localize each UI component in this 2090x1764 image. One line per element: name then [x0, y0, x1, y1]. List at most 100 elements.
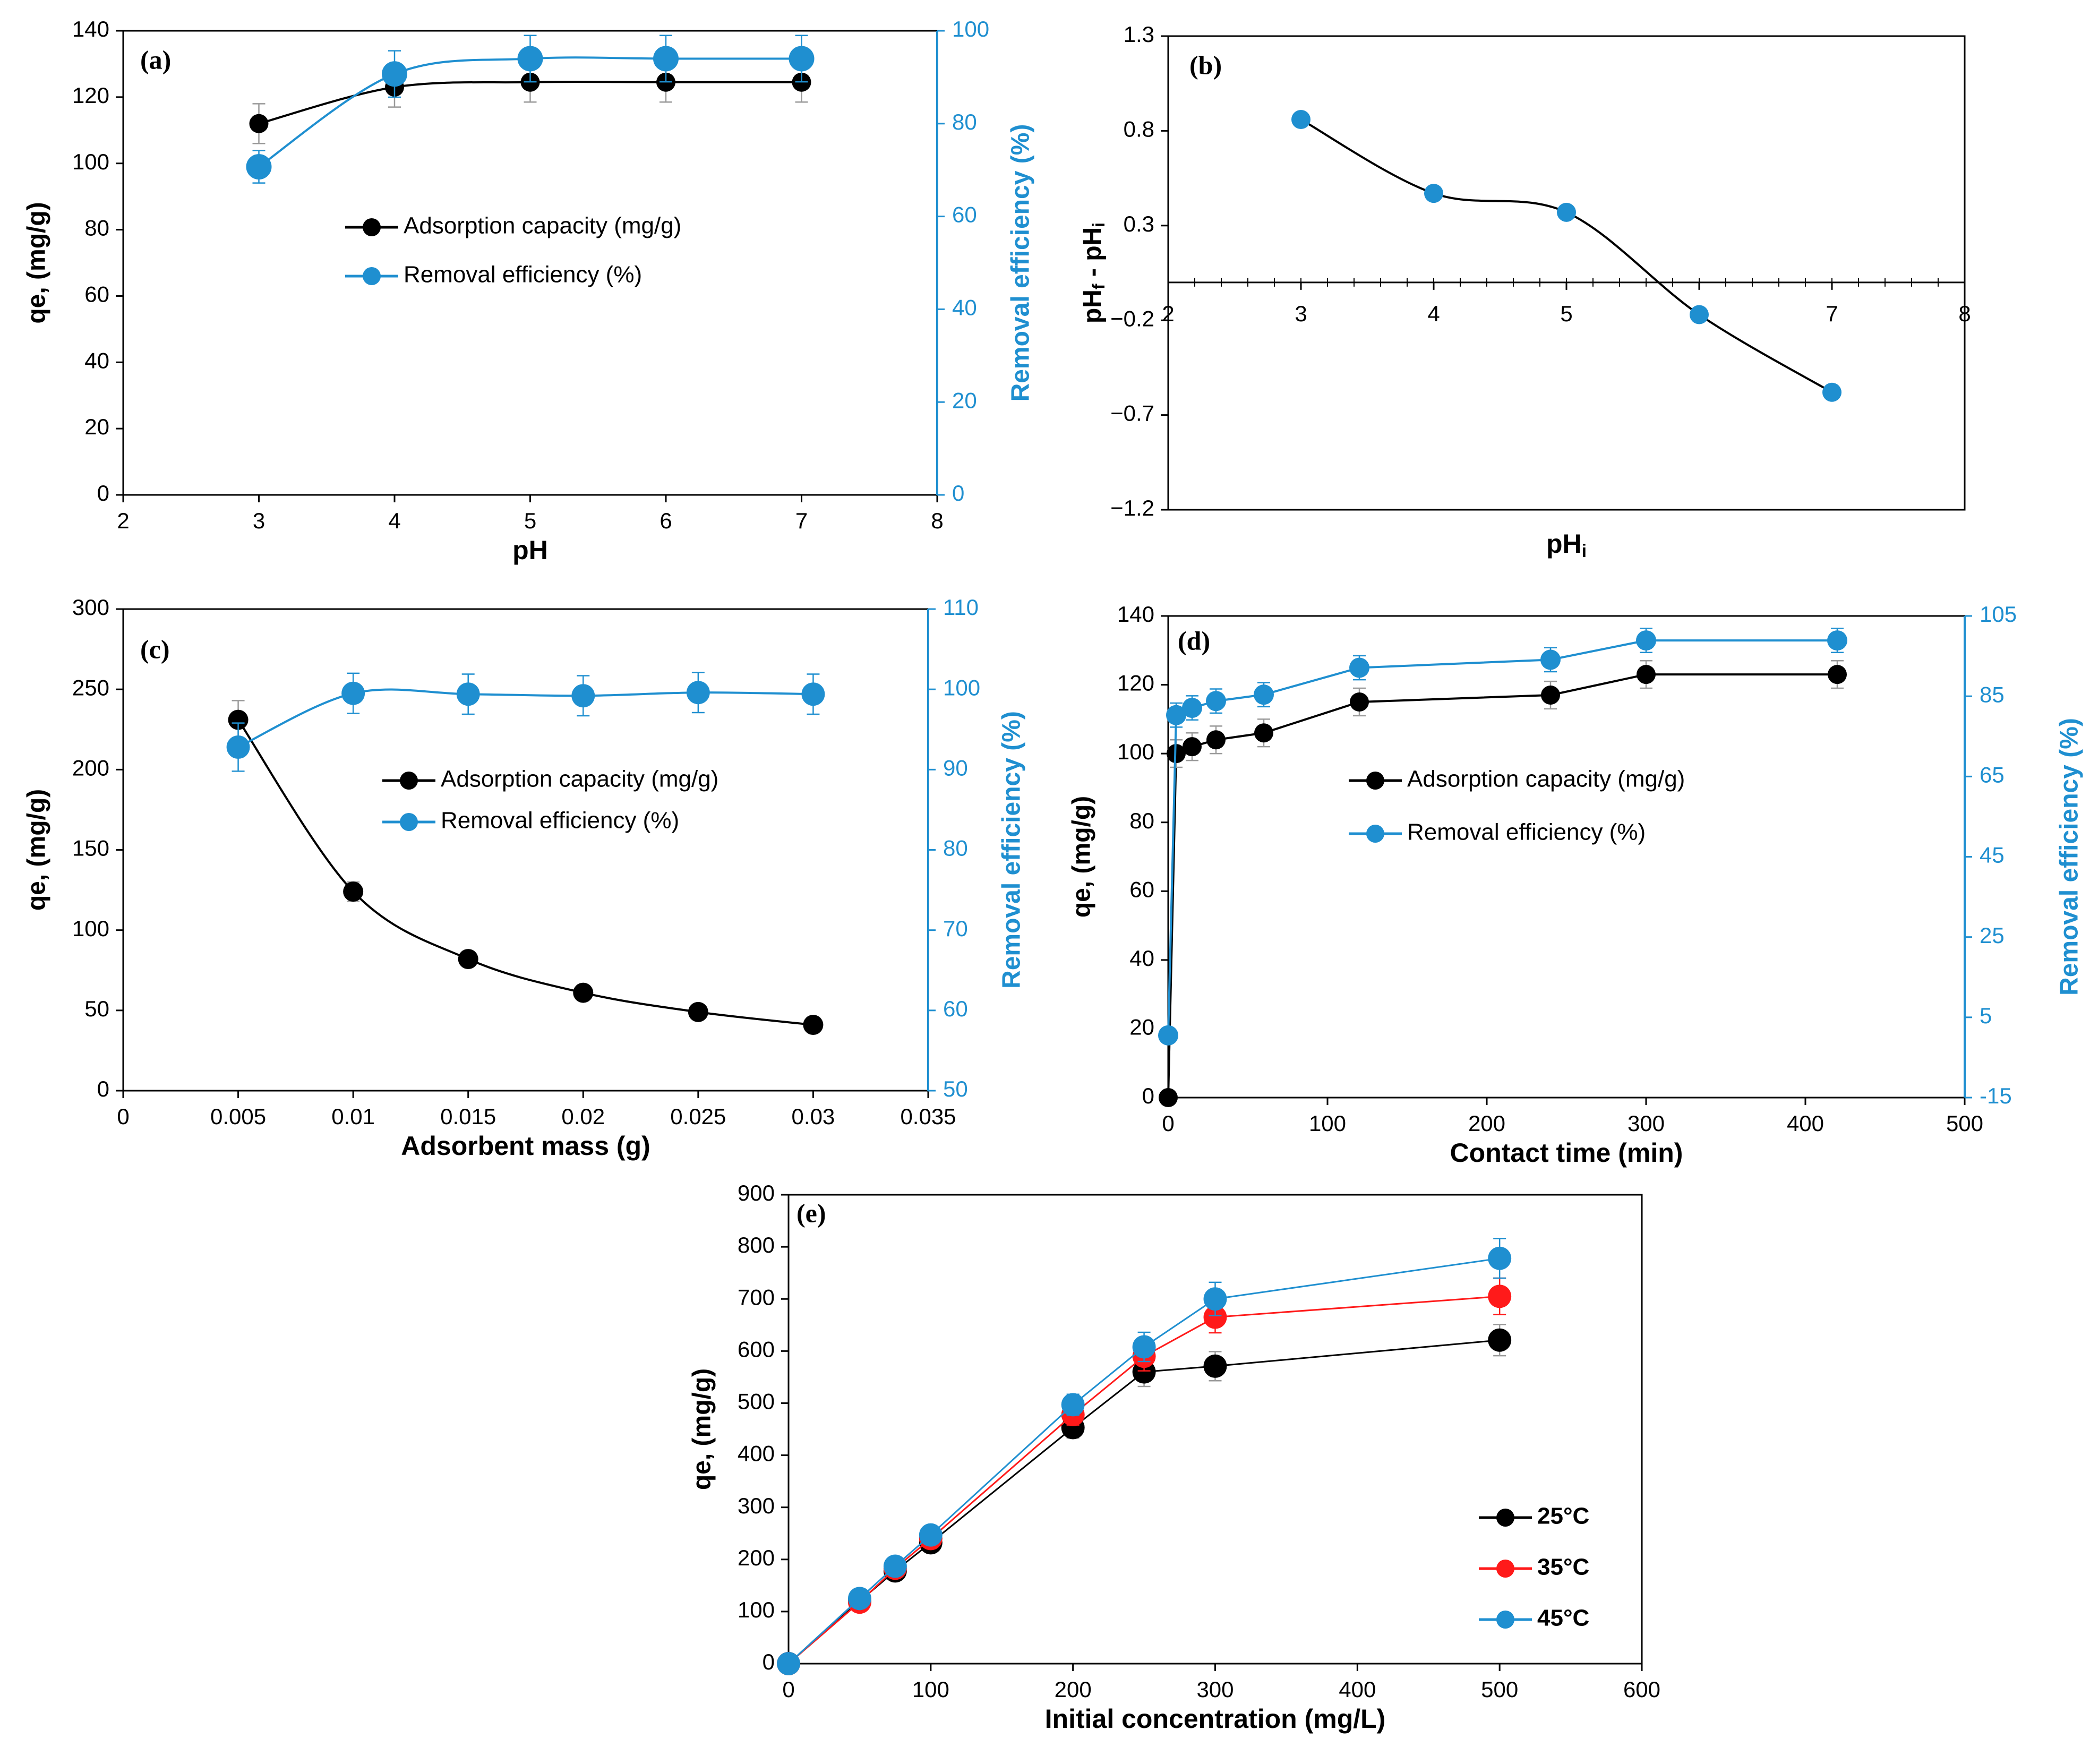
- y-tick-label: 80: [84, 216, 109, 241]
- x-tick-label: 0.005: [210, 1104, 266, 1129]
- series-45-c: [777, 1238, 1512, 1675]
- series-phf-phi: [1291, 109, 1841, 402]
- data-point: [226, 735, 250, 759]
- x-tick-label: 0.035: [900, 1104, 956, 1129]
- y-tick-label: 0.8: [1124, 116, 1154, 141]
- legend-label: 35°C: [1537, 1554, 1589, 1580]
- x-tick-label: 8: [1958, 301, 1971, 326]
- x-axis-label: pH: [512, 535, 548, 565]
- legend-label: 25°C: [1537, 1503, 1589, 1529]
- x-axis-label-main: pH: [1546, 529, 1582, 559]
- y2-tick-label: 110: [943, 595, 979, 620]
- y2-tick-label: 70: [943, 916, 968, 941]
- legend-label: 45°C: [1537, 1605, 1589, 1631]
- y2-axis-label: Removal efficiency (%): [998, 711, 1026, 989]
- x-tick-label: 7: [1826, 301, 1838, 326]
- x-axis-label: Adsorbent mass (g): [401, 1131, 650, 1161]
- panel-label: (a): [140, 45, 171, 74]
- data-point: [1424, 184, 1443, 203]
- chart-c: 0 0.005 0.01 0.015 0.02 0.025 0.03 0.035 0 50 100 1…: [23, 595, 1026, 1161]
- x-tick-label: 0.015: [440, 1104, 496, 1129]
- y2-tick-label: -15: [1980, 1083, 2012, 1108]
- y-tick-label: 900: [738, 1180, 775, 1205]
- x-tick-label: 3: [253, 508, 265, 533]
- panel-label: (d): [1178, 626, 1210, 655]
- legend-label: Adsorption capacity (mg/g): [1407, 766, 1685, 792]
- y-tick-label: 140: [72, 16, 109, 41]
- y-axis-label: qe, (mg/g): [688, 1368, 716, 1490]
- y2-tick-label: 100: [952, 16, 989, 41]
- y2-tick-label: 100: [943, 675, 980, 700]
- data-point: [801, 682, 825, 706]
- y2-tick-label: 80: [952, 109, 977, 134]
- data-point: [382, 61, 407, 87]
- data-point: [1166, 705, 1186, 725]
- data-point: [1203, 1287, 1227, 1311]
- y-tick-label: −0.2: [1110, 306, 1154, 331]
- data-point: [919, 1523, 943, 1547]
- legend-marker: [1496, 1509, 1514, 1527]
- y-tick-label: 0: [763, 1649, 775, 1674]
- x-tick-label: 200: [1055, 1677, 1092, 1702]
- data-point: [517, 46, 543, 72]
- series-removal-efficiency-: [1158, 628, 1847, 1046]
- y-tick-label: 600: [738, 1337, 775, 1361]
- data-point: [1159, 1088, 1178, 1107]
- x-tick-label: 0: [117, 1104, 129, 1129]
- x-tick-label: 600: [1623, 1677, 1660, 1702]
- series-line: [787, 1257, 1500, 1665]
- data-point: [343, 881, 364, 902]
- data-point: [1206, 730, 1226, 750]
- y-tick-label: 250: [72, 675, 109, 700]
- y2-tick-label: 85: [1980, 682, 2005, 707]
- y2-tick-label: 105: [1980, 602, 2017, 627]
- panel-label: (b): [1189, 50, 1222, 80]
- data-point: [789, 46, 815, 72]
- y2-tick-label: 25: [1980, 923, 2005, 948]
- x-tick-label: 4: [388, 508, 400, 533]
- legend-label: Removal efficiency (%): [441, 808, 679, 834]
- x-tick-label: 400: [1787, 1111, 1824, 1136]
- y-tick-label: 100: [738, 1597, 775, 1622]
- panel-label: (c): [140, 634, 170, 664]
- x-axis-label: pHi: [1546, 529, 1587, 561]
- data-point: [249, 114, 269, 133]
- x-axis-label: Contact time (min): [1450, 1138, 1683, 1168]
- legend-label: Removal efficiency (%): [404, 262, 642, 288]
- legend-marker: [363, 267, 381, 285]
- data-point: [688, 1001, 708, 1022]
- x-tick-label: 100: [1309, 1111, 1346, 1136]
- series-line: [788, 1339, 1500, 1665]
- y-tick-label: 800: [738, 1232, 775, 1257]
- data-point: [1828, 665, 1847, 684]
- x-tick-label: 100: [912, 1677, 949, 1702]
- x-tick-label: 7: [795, 508, 808, 533]
- y-tick-label: 0: [1142, 1083, 1154, 1108]
- data-point: [456, 682, 480, 706]
- y-axis-label-part: pH: [1078, 289, 1107, 323]
- x-tick-label: 500: [1481, 1677, 1518, 1702]
- series-removal-efficiency-: [246, 35, 815, 184]
- y-tick-label: 40: [84, 348, 109, 373]
- y-tick-label: 300: [738, 1493, 775, 1518]
- data-point: [1541, 686, 1560, 705]
- y-tick-label: 50: [84, 996, 109, 1021]
- legend-label: Removal efficiency (%): [1407, 819, 1646, 845]
- y-tick-label: 140: [1117, 602, 1154, 627]
- series-line: [237, 688, 813, 748]
- y2-tick-label: 80: [943, 836, 968, 861]
- y-tick-label: 60: [1129, 877, 1154, 902]
- x-tick-label: 300: [1628, 1111, 1665, 1136]
- plot-frame: [787, 1194, 1643, 1665]
- y-axis-label: qe, (mg/g): [23, 789, 51, 911]
- legend-marker: [1496, 1560, 1514, 1578]
- x-tick-label: 0: [1162, 1111, 1174, 1136]
- y-tick-label: 700: [738, 1285, 775, 1309]
- y-tick-label: 300: [72, 595, 109, 620]
- data-point: [653, 46, 679, 72]
- data-point: [1488, 1328, 1512, 1352]
- y-tick-label: 100: [72, 149, 109, 174]
- legend-marker: [1366, 825, 1384, 843]
- series-adsorption-capacity-mg-g-: [1159, 660, 1847, 1107]
